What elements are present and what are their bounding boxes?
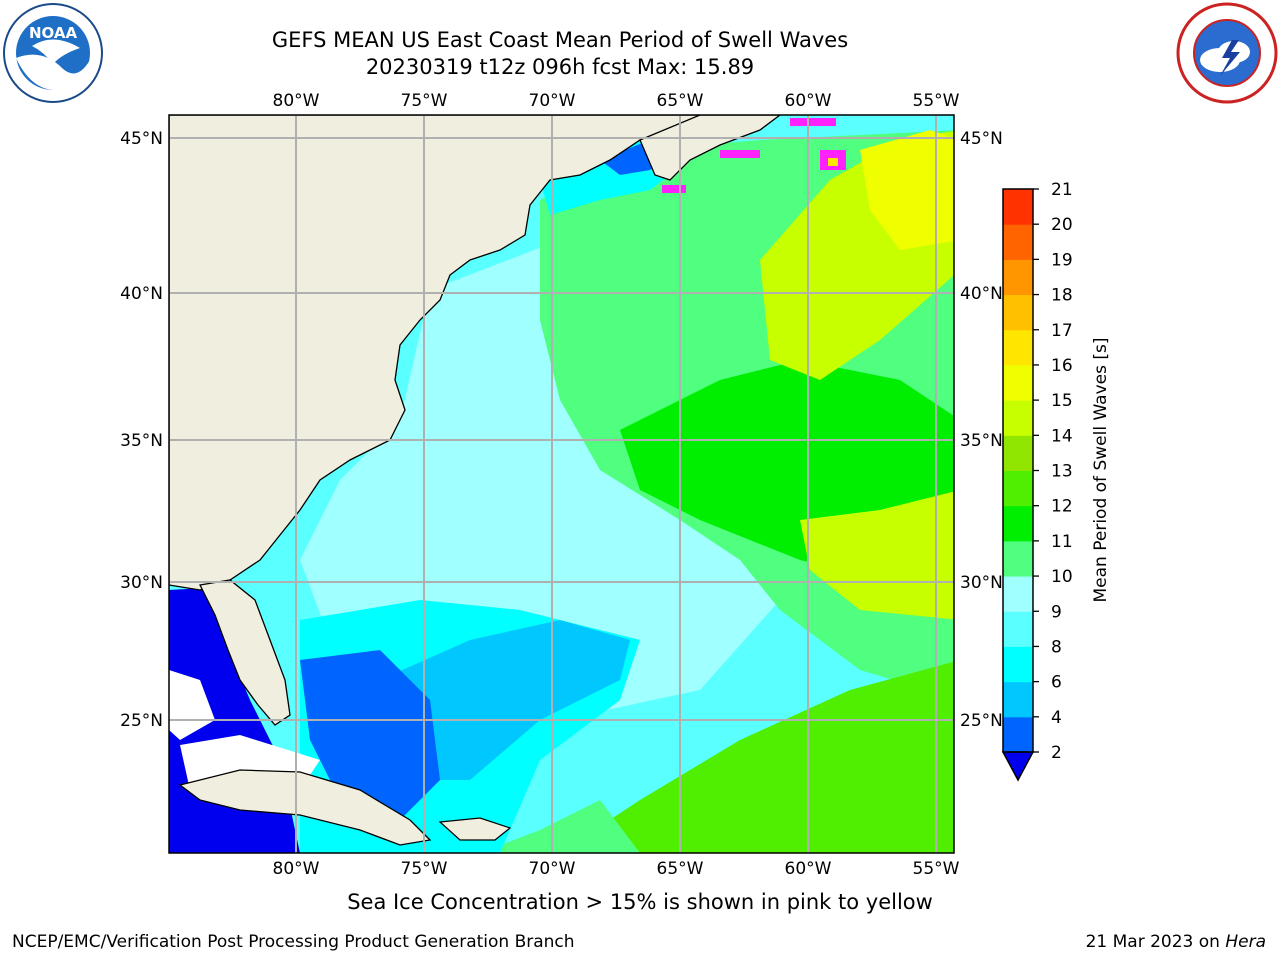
colorbar-segment xyxy=(1003,611,1033,647)
colorbar-frame xyxy=(1002,188,1034,753)
run-date-text: 21 Mar 2023 on xyxy=(1085,932,1220,952)
lat-labels-right: 45°N 40°N 35°N 30°N 25°N xyxy=(960,129,1003,731)
lon-label: 70°W xyxy=(529,91,576,111)
lon-label: 60°W xyxy=(785,91,832,111)
colorbar-segment xyxy=(1003,364,1033,401)
colorbar-segment xyxy=(1003,189,1033,225)
colorbar-segment xyxy=(1003,540,1033,577)
colorbar-tick-label: 11 xyxy=(1051,532,1073,552)
colorbar-tick-label: 18 xyxy=(1051,286,1073,306)
colorbar: 2 4 6 8 9 10 11 12 13 14 15 16 17 18 19 20 21 xyxy=(1003,180,1073,763)
map-subtitle: 20230319 t12z 096h fcst Max: 15.89 xyxy=(365,55,755,79)
map-frame xyxy=(168,114,955,854)
swell-zone-14-15s xyxy=(860,130,954,250)
colorbar-tick-label: 21 xyxy=(1051,180,1073,200)
cuba-land xyxy=(178,769,432,846)
colorbar-tick-label: 6 xyxy=(1051,673,1062,693)
colorbar-segment xyxy=(1003,505,1033,542)
colorbar-extend-arrow xyxy=(1001,751,1035,782)
colorbar-segment xyxy=(1003,435,1033,471)
lat-label: 35°N xyxy=(120,431,163,451)
lon-label: 75°W xyxy=(401,859,448,879)
swell-zone-south-green xyxy=(560,661,954,853)
us-east-coast-land xyxy=(169,115,701,591)
colorbar-tick-label: 8 xyxy=(1051,637,1062,657)
lat-label: 40°N xyxy=(120,284,163,304)
map-panel xyxy=(169,115,954,853)
lat-label: 35°N xyxy=(960,431,1003,451)
colorbar-segment xyxy=(1003,329,1033,366)
colorbar-tick-label: 10 xyxy=(1051,567,1073,587)
colorbar-tick-label: 17 xyxy=(1051,321,1073,341)
lon-label: 60°W xyxy=(785,859,832,879)
sea-ice-high xyxy=(828,158,838,166)
lon-label: 80°W xyxy=(273,859,320,879)
colorbar-tick-label: 20 xyxy=(1051,215,1073,235)
lon-labels-bottom: 80°W 75°W 70°W 65°W 60°W 55°W xyxy=(273,859,960,879)
colorbar-tick-label: 16 xyxy=(1051,356,1073,376)
swell-zone-2-4s xyxy=(300,650,440,820)
no-data-area xyxy=(169,670,215,740)
national-weather-service-logo xyxy=(1176,2,1278,104)
colorbar-segment xyxy=(1003,400,1033,436)
colorbar-segment xyxy=(1003,259,1033,296)
canada-maritimes-land xyxy=(639,115,782,181)
lon-label: 55°W xyxy=(913,91,960,111)
colorbar-tick-label: 13 xyxy=(1051,462,1073,482)
lon-label: 80°W xyxy=(273,91,320,111)
run-date: 21 Mar 2023 on Hera xyxy=(1086,932,1266,952)
lon-label: 65°W xyxy=(657,91,704,111)
sea-ice-note: Sea Ice Concentration > 15% is shown in … xyxy=(347,890,933,914)
producer-credit: NCEP/EMC/Verification Post Processing Pr… xyxy=(12,932,575,952)
lat-label: 25°N xyxy=(120,711,163,731)
noaa-logo-text: NOAA xyxy=(29,24,78,42)
colorbar-segment xyxy=(1003,470,1033,507)
colorbar-segment xyxy=(1003,681,1033,718)
lat-label: 30°N xyxy=(960,573,1003,593)
colorbar-tick-label: 19 xyxy=(1051,250,1073,270)
lon-label: 65°W xyxy=(657,859,704,879)
lat-label: 30°N xyxy=(120,573,163,593)
colorbar-segment xyxy=(1003,294,1033,331)
swell-zone-south-edge xyxy=(480,800,640,853)
colorbar-label: Mean Period of Swell Waves [s] xyxy=(1091,338,1111,603)
host-name: Hera xyxy=(1225,932,1266,952)
colorbar-tick-label: 12 xyxy=(1051,497,1073,517)
map-title: GEFS MEAN US East Coast Mean Period of S… xyxy=(271,28,849,52)
lon-label: 70°W xyxy=(529,859,576,879)
lat-label: 45°N xyxy=(960,129,1003,149)
colorbar-tick-label: 4 xyxy=(1051,708,1062,728)
hispaniola-land xyxy=(438,817,512,841)
lat-label: 45°N xyxy=(120,129,163,149)
lon-labels-top: 80°W 75°W 70°W 65°W 60°W 55°W xyxy=(273,91,960,111)
lat-label: 25°N xyxy=(960,711,1003,731)
swell-zone-13-14s-south xyxy=(800,491,954,620)
lon-label: 75°W xyxy=(401,91,448,111)
lat-label: 40°N xyxy=(960,284,1003,304)
lon-label: 55°W xyxy=(913,859,960,879)
colorbar-tick-label: 2 xyxy=(1051,743,1062,763)
colorbar-segment xyxy=(1003,576,1033,612)
colorbar-segment xyxy=(1003,224,1033,260)
colorbar-tick-label: 9 xyxy=(1051,602,1062,622)
lat-labels-left: 45°N 40°N 35°N 30°N 25°N xyxy=(120,129,163,731)
colorbar-segment xyxy=(1003,716,1033,753)
graticule xyxy=(169,115,954,853)
colorbar-tick-label: 15 xyxy=(1051,391,1073,411)
colorbar-segment xyxy=(1003,646,1033,683)
noaa-logo: NOAA xyxy=(3,3,103,103)
swell-zone-4-6s xyxy=(380,620,630,780)
colorbar-tick-label: 14 xyxy=(1051,426,1073,446)
